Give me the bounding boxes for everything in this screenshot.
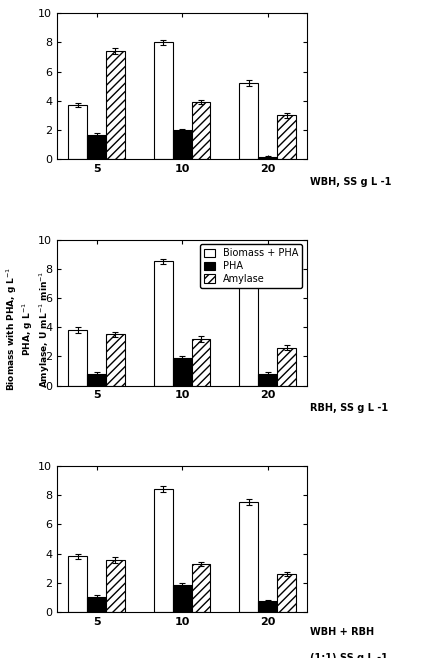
Bar [258,374,276,386]
Text: WBH + RBH: WBH + RBH [309,626,373,636]
Bar [258,601,276,612]
Bar [173,358,191,386]
Bar [239,84,258,159]
Bar [106,334,124,386]
Bar [87,374,106,386]
Bar [106,560,124,612]
Bar [68,330,87,386]
Bar [68,557,87,612]
Text: (1:1) SS g L -1: (1:1) SS g L -1 [309,653,387,658]
Text: WBH, SS g L -1: WBH, SS g L -1 [309,177,390,187]
Bar [106,51,124,159]
Bar [154,490,173,612]
Bar [276,115,295,159]
Bar [191,339,210,386]
Legend: Biomass + PHA, PHA, Amylase: Biomass + PHA, PHA, Amylase [199,244,302,288]
Bar [173,585,191,612]
Bar [173,130,191,159]
Bar [154,42,173,159]
Bar [191,564,210,612]
Text: RBH, SS g L -1: RBH, SS g L -1 [309,403,387,413]
Bar [276,574,295,612]
Bar [239,274,258,386]
Bar [239,503,258,612]
Bar [191,102,210,159]
Bar [87,597,106,612]
Bar [87,135,106,159]
Bar [68,105,87,159]
Text: Biomass with PHA, g L$^{-1}$
PHA, g L$^{-1}$
Amylase, U mL$^{-1}$ min$^{-1}$: Biomass with PHA, g L$^{-1}$ PHA, g L$^{… [4,266,52,392]
Bar [276,347,295,386]
Bar [258,157,276,159]
Bar [154,261,173,386]
